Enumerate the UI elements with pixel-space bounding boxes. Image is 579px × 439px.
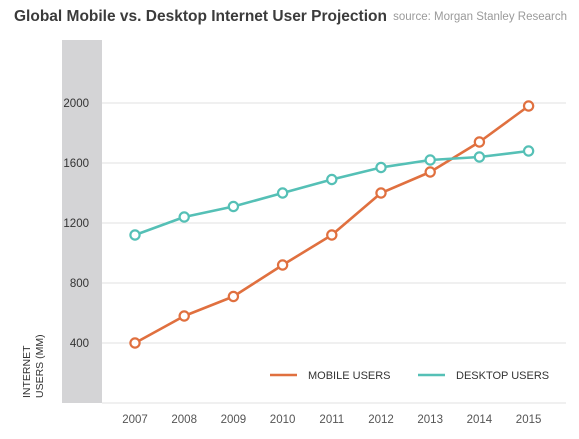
x-tick-label: 2008	[171, 414, 197, 426]
y-tick-label: 2000	[63, 98, 89, 110]
legend-label-desktop-users: DESKTOP USERS	[456, 370, 549, 382]
data-point-mobile-users	[227, 290, 240, 303]
data-point-desktop-users	[473, 151, 486, 163]
x-tick-label: 2013	[417, 414, 443, 426]
data-point-desktop-users	[522, 145, 535, 157]
x-tick-label: 2015	[516, 414, 542, 426]
data-point-mobile-users	[276, 259, 289, 271]
data-point-mobile-users	[522, 100, 535, 112]
data-point-desktop-users	[424, 154, 436, 166]
data-point-mobile-users	[178, 310, 190, 322]
legend-label-mobile-users: MOBILE USERS	[308, 370, 391, 382]
x-tick-label: 2010	[270, 414, 296, 426]
x-tick-label: 2012	[368, 414, 394, 426]
data-point-desktop-users	[129, 229, 141, 241]
y-tick-label: 400	[70, 338, 89, 350]
source-credit: source: Morgan Stanley Research	[393, 11, 567, 23]
y-tick-label: 1600	[63, 158, 89, 170]
y-axis-label-line1: INTERNET	[21, 345, 33, 398]
data-point-desktop-users	[178, 211, 190, 223]
data-point-mobile-users	[326, 229, 338, 241]
chart-title: Global Mobile vs. Desktop Internet User …	[14, 8, 387, 25]
y-tick-label: 1200	[63, 218, 89, 230]
x-tick-label: 2014	[467, 414, 493, 426]
y-tick-label: 800	[70, 278, 89, 290]
data-point-desktop-users	[276, 187, 289, 199]
x-tick-label: 2007	[122, 414, 148, 426]
data-point-desktop-users	[326, 173, 338, 186]
y-axis-band	[62, 40, 102, 403]
data-point-desktop-users	[375, 161, 387, 174]
data-point-desktop-users	[227, 200, 240, 213]
y-axis-label-line2: USERS (MM)	[34, 334, 46, 398]
data-point-mobile-users	[375, 187, 387, 199]
data-point-mobile-users	[129, 337, 141, 349]
data-point-mobile-users	[473, 136, 486, 148]
x-tick-label: 2009	[221, 414, 247, 426]
x-tick-label: 2011	[319, 414, 344, 426]
data-point-mobile-users	[424, 166, 436, 178]
